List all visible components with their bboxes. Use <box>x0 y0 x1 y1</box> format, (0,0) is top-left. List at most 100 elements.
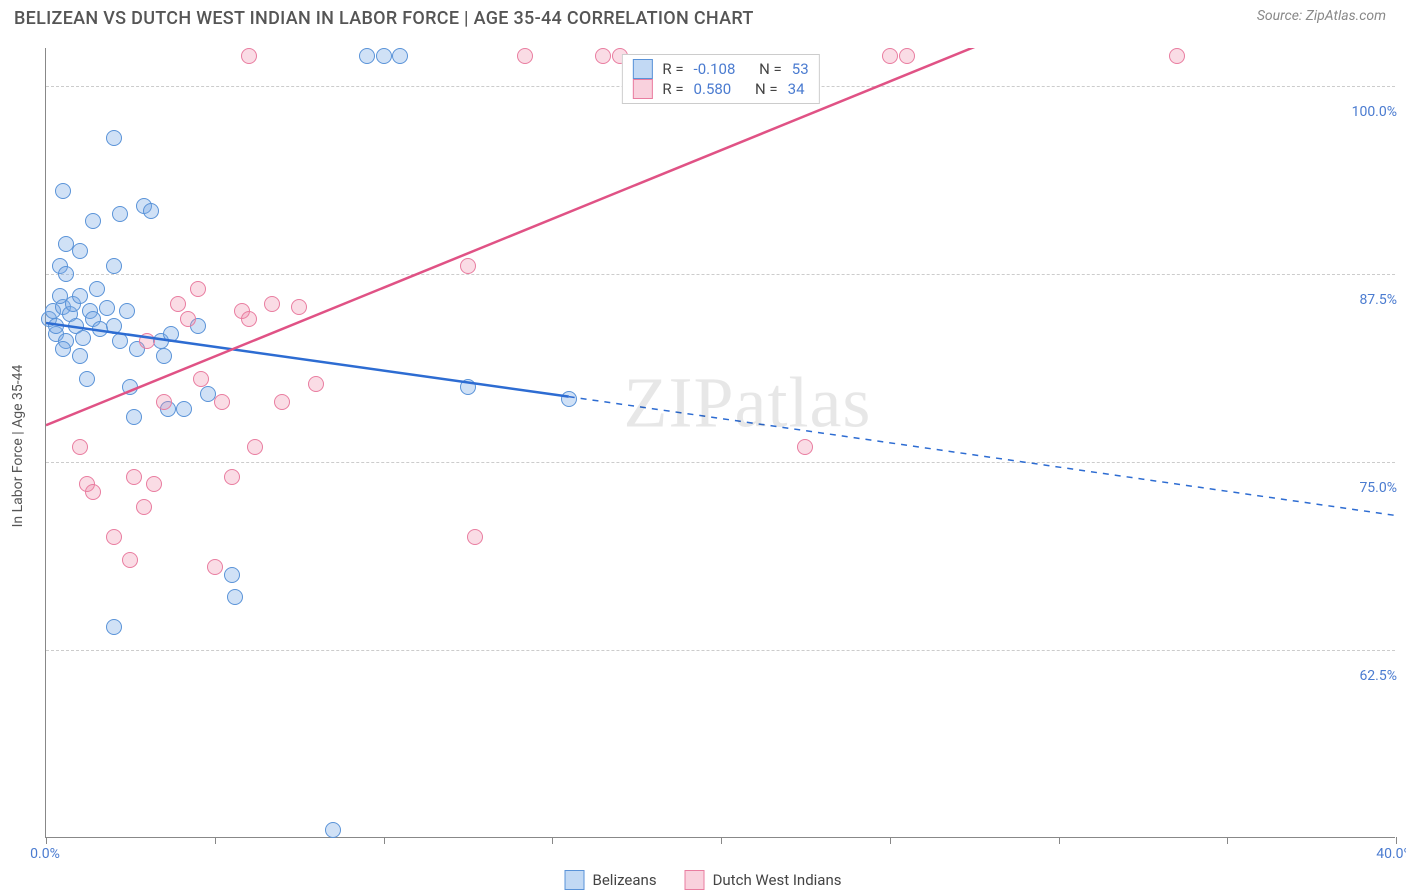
data-point <box>122 552 138 568</box>
data-point <box>72 348 88 364</box>
chart-title: BELIZEAN VS DUTCH WEST INDIAN IN LABOR F… <box>14 8 754 29</box>
swatch-belizeans-icon <box>565 870 585 890</box>
data-point <box>72 288 88 304</box>
legend-r-value-a: -0.108 <box>694 60 736 78</box>
data-point <box>325 822 341 838</box>
data-point <box>359 48 375 64</box>
data-point <box>156 348 172 364</box>
x-tick <box>890 837 891 844</box>
x-tick-label: 40.0% <box>1376 846 1406 862</box>
data-point <box>55 341 71 357</box>
data-point <box>139 333 155 349</box>
data-point <box>136 499 152 515</box>
data-point <box>170 296 186 312</box>
y-tick-label: 62.5% <box>1355 668 1401 684</box>
data-point <box>467 529 483 545</box>
data-point <box>72 243 88 259</box>
data-point <box>143 203 159 219</box>
data-point <box>227 589 243 605</box>
legend-r-label: R = <box>662 80 683 98</box>
x-tick <box>1227 837 1228 844</box>
data-point <box>85 213 101 229</box>
legend-item-belizeans: Belizeans <box>565 870 657 890</box>
data-point <box>85 484 101 500</box>
data-point <box>376 48 392 64</box>
data-point <box>89 281 105 297</box>
data-point <box>241 48 257 64</box>
data-point <box>882 48 898 64</box>
watermark: ZIPatlas <box>623 362 871 445</box>
chart-source: Source: ZipAtlas.com <box>1257 8 1386 24</box>
gridline <box>46 650 1395 651</box>
data-point <box>224 567 240 583</box>
data-point <box>460 258 476 274</box>
data-point <box>190 281 206 297</box>
data-point <box>193 371 209 387</box>
legend-n-value-a: 53 <box>792 60 809 78</box>
legend-n-label: N = <box>759 60 782 78</box>
data-point <box>224 469 240 485</box>
data-point <box>308 376 324 392</box>
legend-r-label: R = <box>662 60 683 78</box>
data-point <box>460 379 476 395</box>
y-axis-label: In Labor Force | Age 35-44 <box>10 365 26 528</box>
swatch-dwi-icon <box>632 79 652 99</box>
gridline <box>46 274 1395 275</box>
data-point <box>247 439 263 455</box>
legend-r-value-b: 0.580 <box>694 80 732 98</box>
x-tick-label: 0.0% <box>30 846 60 862</box>
legend-n-label: N = <box>755 80 778 98</box>
legend-correlation: R = -0.108 N = 53 R = 0.580 N = 34 <box>621 54 819 104</box>
data-point <box>156 394 172 410</box>
data-point <box>146 476 162 492</box>
data-point <box>79 371 95 387</box>
data-point <box>291 299 307 315</box>
data-point <box>241 311 257 327</box>
y-tick-label: 87.5% <box>1355 292 1401 308</box>
data-point <box>392 48 408 64</box>
data-point <box>214 394 230 410</box>
data-point <box>106 318 122 334</box>
data-point <box>163 326 179 342</box>
data-point <box>595 48 611 64</box>
legend-label: Belizeans <box>593 871 657 889</box>
legend-label: Dutch West Indians <box>713 871 842 889</box>
plot-area: 62.5%75.0%87.5%100.0% R = -0.108 N = 53 … <box>45 48 1395 838</box>
data-point <box>112 333 128 349</box>
data-point <box>561 391 577 407</box>
legend-item-dwi: Dutch West Indians <box>685 870 842 890</box>
data-point <box>106 258 122 274</box>
data-point <box>517 48 533 64</box>
data-point <box>106 529 122 545</box>
data-point <box>126 469 142 485</box>
data-point <box>274 394 290 410</box>
legend-n-value-b: 34 <box>788 80 805 98</box>
data-point <box>797 439 813 455</box>
data-point <box>55 183 71 199</box>
trend-line-dashed <box>569 397 1395 516</box>
data-point <box>99 300 115 316</box>
x-tick <box>552 837 553 844</box>
y-tick-label: 100.0% <box>1348 104 1401 120</box>
x-tick <box>46 837 47 844</box>
data-point <box>899 48 915 64</box>
data-point <box>119 303 135 319</box>
data-point <box>180 311 196 327</box>
y-tick-label: 75.0% <box>1355 480 1401 496</box>
data-point <box>122 379 138 395</box>
data-point <box>106 130 122 146</box>
data-point <box>176 401 192 417</box>
data-point <box>112 206 128 222</box>
data-point <box>1169 48 1185 64</box>
data-point <box>264 296 280 312</box>
x-tick <box>1396 837 1397 844</box>
x-tick <box>215 837 216 844</box>
data-point <box>75 330 91 346</box>
x-tick <box>721 837 722 844</box>
gridline <box>46 462 1395 463</box>
data-point <box>106 619 122 635</box>
swatch-belizeans-icon <box>632 59 652 79</box>
legend-row-belizeans: R = -0.108 N = 53 <box>632 59 808 79</box>
trend-line <box>46 48 990 425</box>
data-point <box>58 266 74 282</box>
